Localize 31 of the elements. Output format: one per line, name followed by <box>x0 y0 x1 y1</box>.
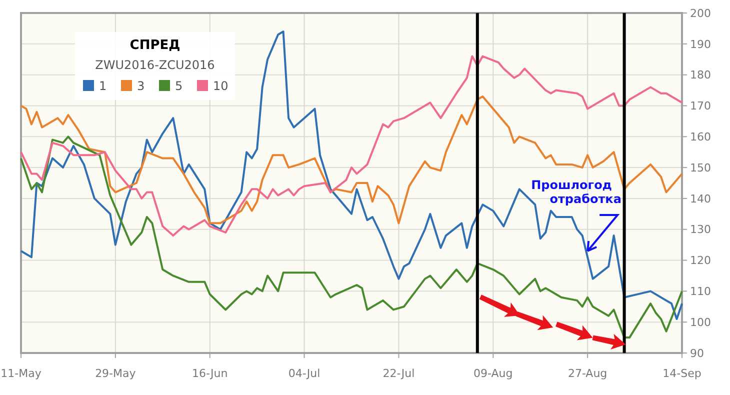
y-tick-label: 100 <box>690 316 711 329</box>
y-tick-label: 90 <box>690 346 704 360</box>
y-tick-label: 200 <box>690 6 711 20</box>
x-tick-label: 27-Aug <box>568 367 608 380</box>
x-tick-label: 11-May <box>0 367 42 380</box>
y-tick-label: 190 <box>690 38 711 51</box>
legend-label: 5 <box>175 79 183 93</box>
legend-label: 3 <box>137 79 145 93</box>
y-tick-label: 180 <box>690 68 711 82</box>
y-tick-label: 130 <box>690 223 711 236</box>
line-series <box>20 55 683 237</box>
y-tick-label: 170 <box>690 100 711 113</box>
y-tick-label: 150 <box>690 161 711 174</box>
legend-label: 10 <box>213 79 228 93</box>
legend-label: 1 <box>99 79 107 93</box>
line-series <box>20 136 683 339</box>
y-tick-label: 140 <box>690 192 711 206</box>
line-series <box>20 95 683 224</box>
x-tick-label: 22-Jul <box>382 367 415 380</box>
x-tick-label: 29-May <box>95 367 136 380</box>
legend-title: СПРЕД <box>130 38 180 53</box>
text: ZWU2016-ZCU2016 <box>95 58 215 72</box>
x-tick-label: 14-Sep <box>662 367 702 380</box>
x-tick-label: 16-Jun <box>192 367 228 380</box>
y-tick-label: 160 <box>690 130 711 144</box>
x-tick-label: 09-Aug <box>474 367 513 380</box>
line-series <box>20 30 683 320</box>
annotation: Прошлогод отработка <box>531 178 622 206</box>
y-tick-label: 120 <box>690 254 711 268</box>
x-tick-label: 04-Jul <box>288 367 320 380</box>
y-tick-label: 110 <box>690 285 711 298</box>
